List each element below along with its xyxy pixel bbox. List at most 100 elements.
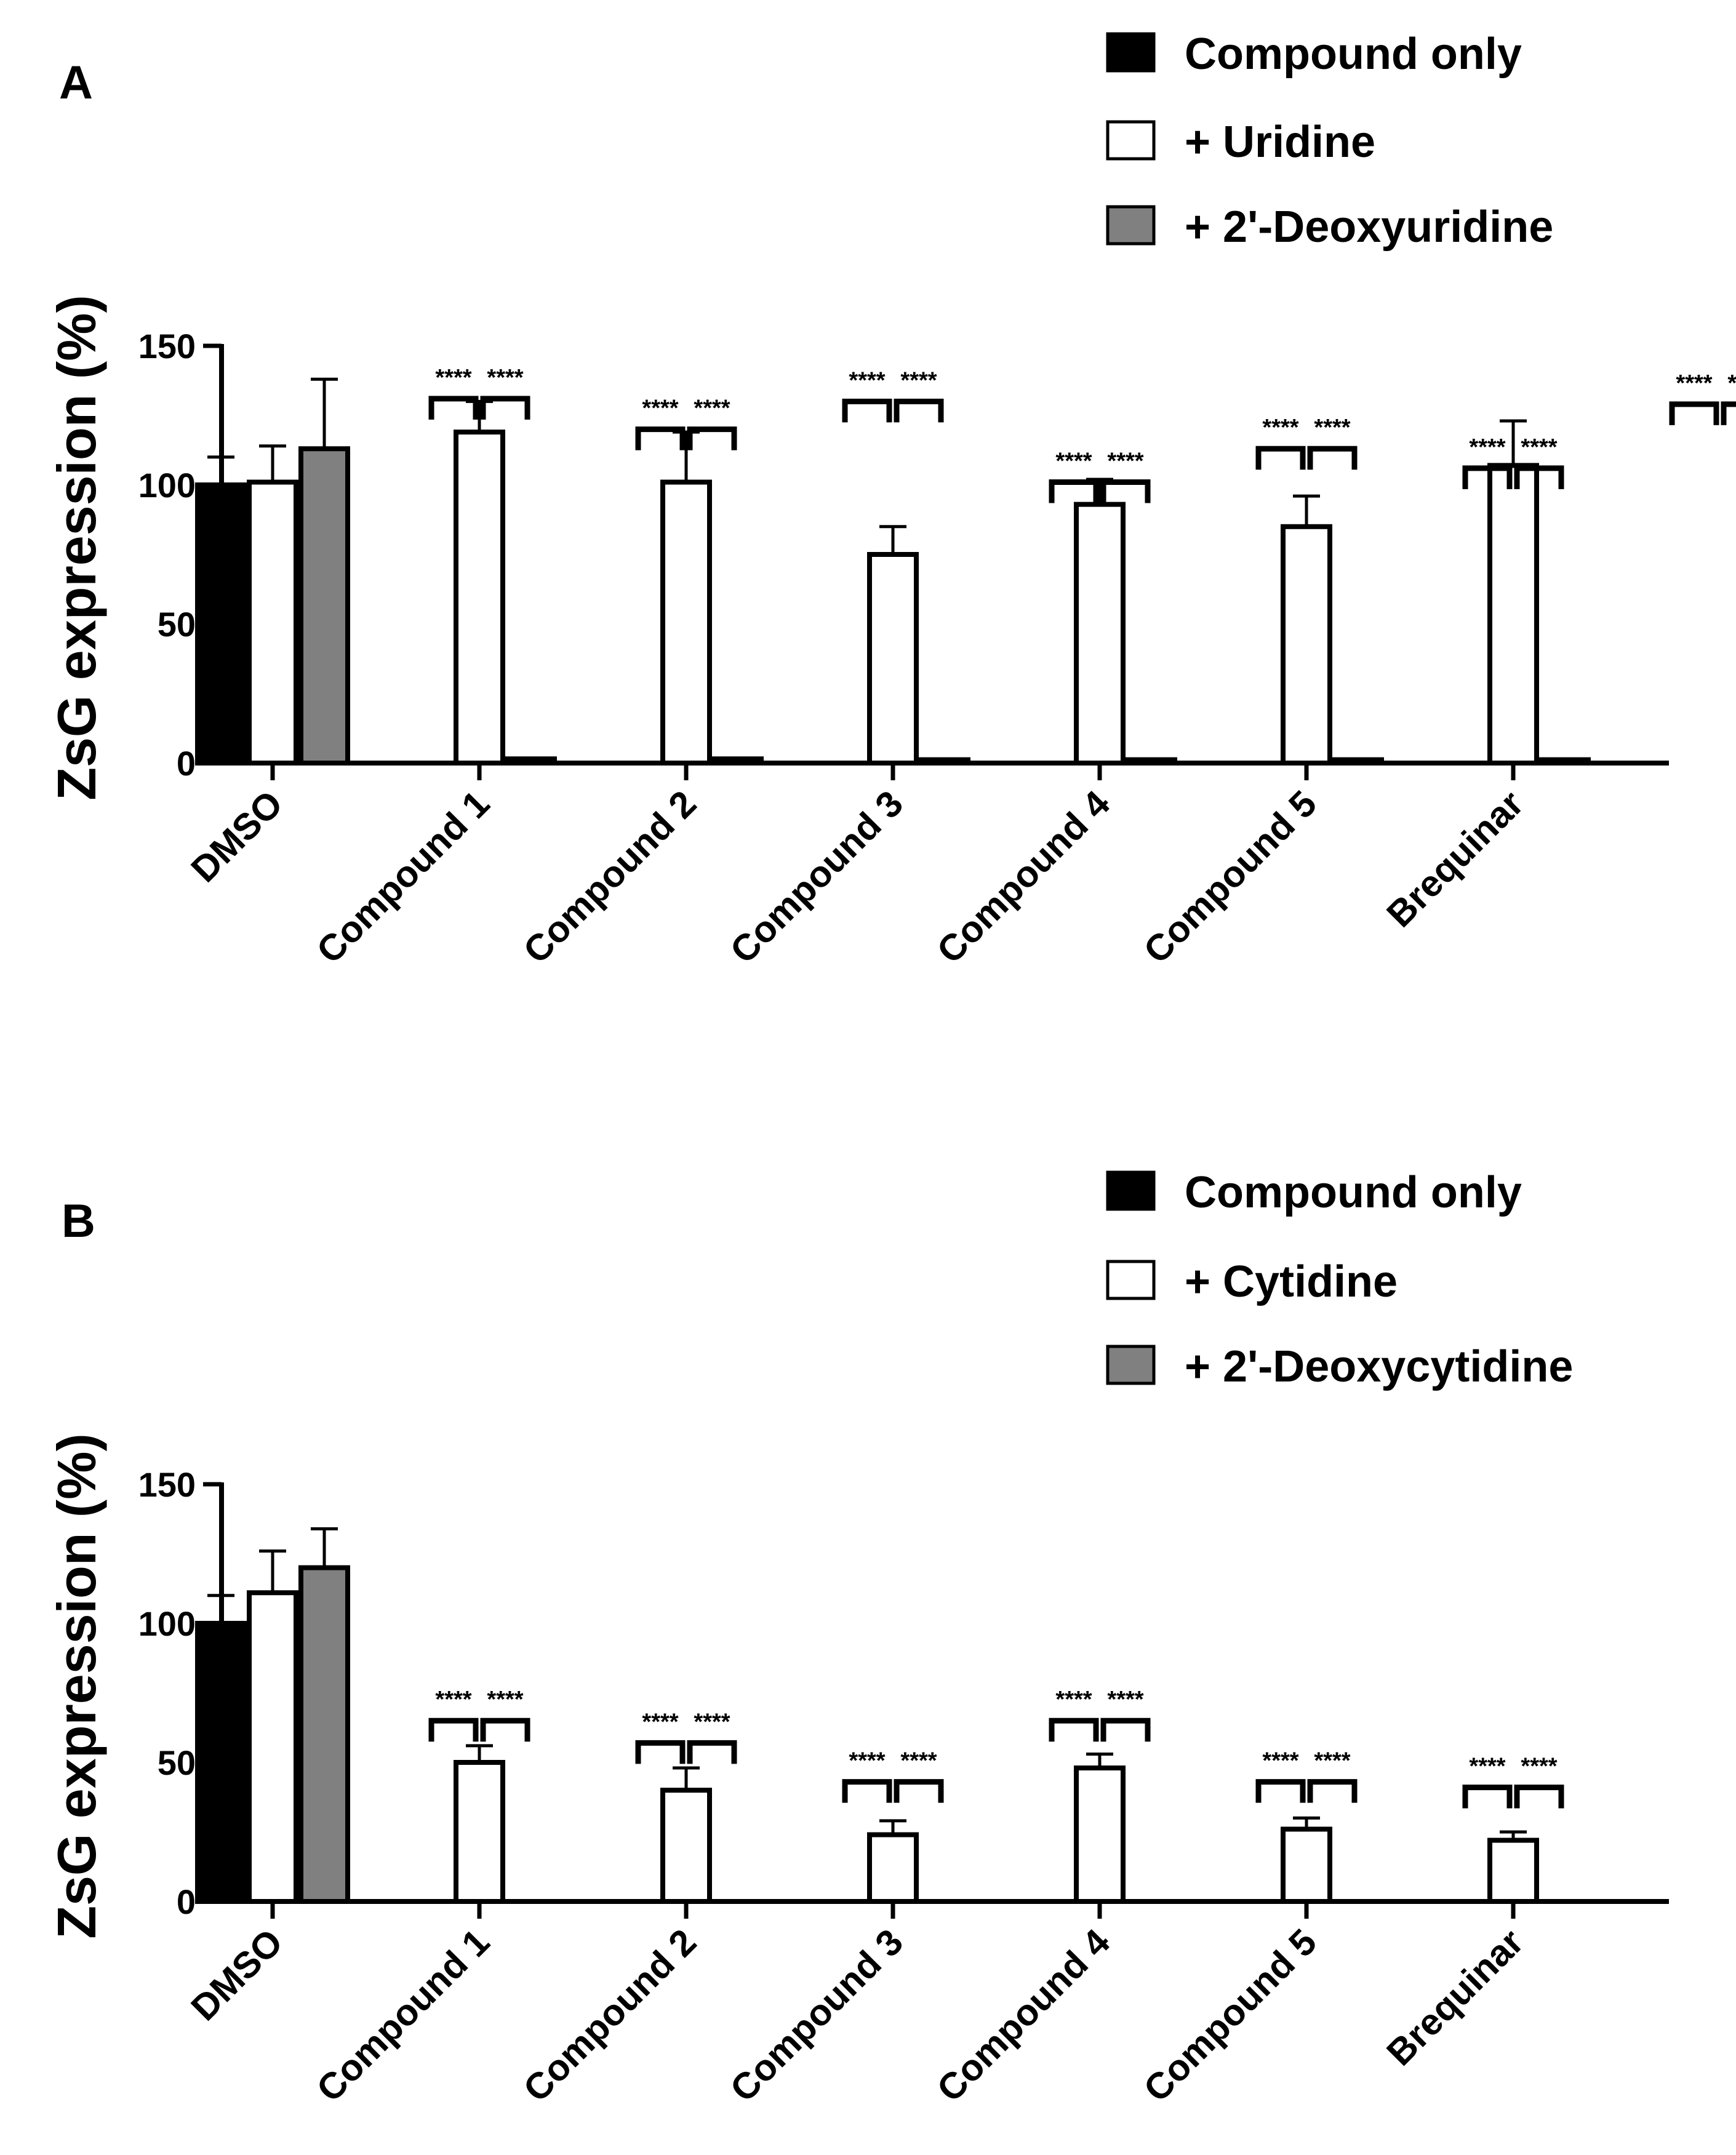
significance-bracket-b-4-0: [1049, 1717, 1099, 1742]
legend-b-label-cytidine: + Cytidine: [1185, 1257, 1398, 1306]
legend-a-swatch-compound-only: [1106, 32, 1156, 73]
significance-bracket-a-4-1: [1100, 479, 1151, 503]
bar-b-nucleoside-6: [1487, 1837, 1539, 1905]
significance-label-a-2-0: ****: [642, 396, 678, 422]
legend-a-label-deoxyuridine: + 2'-Deoxyuridine: [1185, 202, 1553, 252]
x-tick-label-b-5: Compound 5: [1136, 1921, 1325, 2110]
legend-b-swatch-deoxycytidine: [1106, 1345, 1156, 1385]
x-tick-label-b-2: Compound 2: [516, 1921, 705, 2110]
panel-a-plot: **** **** **** **** **** **** **** **** **** ****…: [138, 327, 1736, 971]
bar-a-nucleoside-5: [1281, 524, 1332, 766]
legend-b-swatch-cytidine: [1106, 1260, 1156, 1300]
legend-a-swatch-deoxyuridine: [1106, 205, 1156, 246]
bar-a-nucleoside-3: [867, 552, 919, 766]
significance-bracket-a-6-0: [1462, 465, 1513, 489]
panel-b-plot: **** **** **** **** **** **** **** **** **** ****…: [138, 1465, 1669, 2109]
y-tick-label-b-1: 50: [158, 1743, 196, 1782]
significance-bracket-b-3-1: [894, 1779, 944, 1803]
significance-label-b-5-1: ****: [1314, 1748, 1350, 1774]
significance-bracket-a-4-0: [1049, 479, 1099, 503]
x-tick-label-a-2: Compound 2: [516, 783, 705, 972]
y-tick-label-b-3: 150: [138, 1465, 196, 1504]
significance-label-b-5-0: ****: [1262, 1748, 1298, 1774]
significance-bracket-a-7-0: [1669, 401, 1719, 425]
x-tick-label-b-0: DMSO: [183, 1921, 291, 2029]
x-tick-label-b-6: Brequinar: [1378, 1921, 1531, 2074]
significance-label-b-1-0: ****: [435, 1687, 471, 1713]
x-tick-label-a-0: DMSO: [183, 783, 291, 890]
significance-bracket-a-3-0: [842, 398, 892, 423]
significance-label-b-4-1: ****: [1107, 1687, 1143, 1713]
significance-bracket-a-1-1: [480, 396, 530, 420]
significance-bracket-b-2-1: [687, 1740, 737, 1764]
significance-label-a-6-1: ****: [1521, 434, 1557, 460]
significance-label-b-2-1: ****: [694, 1709, 730, 1735]
bar-b-nucleoside-0: [247, 1590, 298, 1905]
x-tick-label-b-4: Compound 4: [929, 1921, 1118, 2109]
significance-label-a-2-1: ****: [694, 396, 730, 422]
bar-a-nucleoside-4: [1074, 502, 1126, 766]
significance-label-b-3-0: ****: [849, 1748, 885, 1774]
x-tick-label-b-1: Compound 1: [309, 1921, 498, 2110]
significance-bracket-a-1-0: [428, 396, 479, 420]
bar-a-deoxy-nucleoside-0: [298, 446, 350, 766]
bar-b-nucleoside-5: [1281, 1826, 1332, 1904]
legend-b: Compound only + Cytidine + 2'-Deoxycytid…: [1106, 1168, 1573, 1391]
panel-b-letter: B: [62, 1195, 95, 1247]
bar-b-nucleoside-3: [867, 1832, 919, 1905]
panel-a-letter: A: [59, 57, 93, 109]
significance-label-b-1-1: ****: [487, 1687, 523, 1713]
y-tick-label-b-0: 0: [177, 1882, 196, 1921]
significance-label-b-4-0: ****: [1055, 1687, 1092, 1713]
significance-bracket-a-6-1: [1514, 465, 1564, 489]
significance-label-b-3-1: ****: [900, 1748, 937, 1774]
bar-b-nucleoside-1: [454, 1760, 505, 1904]
significance-bracket-b-2-0: [635, 1740, 686, 1764]
bar-b-nucleoside-2: [660, 1788, 712, 1904]
bar-a-nucleoside-6: [1487, 463, 1539, 766]
significance-bracket-b-1-1: [480, 1717, 530, 1742]
significance-label-b-2-0: ****: [642, 1709, 678, 1735]
panel-a: A Compound only + Uridine + 2'-Deoxyurid…: [46, 30, 1736, 971]
significance-bracket-b-1-0: [428, 1717, 479, 1742]
y-tick-label-a-1: 50: [158, 605, 196, 644]
significance-label-a-1-1: ****: [487, 365, 523, 391]
significance-label-a-4-0: ****: [1055, 448, 1092, 474]
significance-bracket-a-7-1: [1721, 401, 1736, 425]
legend-a-label-compound-only: Compound only: [1185, 30, 1522, 79]
y-tick-label-a-3: 150: [138, 327, 196, 366]
panel-b: B Compound only + Cytidine + 2'-Deoxycyt…: [46, 1168, 1669, 2109]
y-tick-label-a-2: 100: [138, 466, 196, 505]
legend-a: Compound only + Uridine + 2'-Deoxyuridin…: [1106, 30, 1553, 252]
significance-label-a-3-0: ****: [849, 367, 885, 393]
significance-label-a-5-1: ****: [1314, 415, 1350, 441]
significance-bracket-a-3-1: [894, 398, 944, 423]
significance-label-b-6-0: ****: [1469, 1754, 1505, 1780]
x-tick-label-a-5: Compound 5: [1136, 783, 1325, 972]
significance-bracket-a-5-1: [1307, 446, 1358, 470]
bar-a-nucleoside-1: [454, 430, 505, 766]
significance-label-b-6-1: ****: [1521, 1754, 1557, 1780]
panel-b-y-axis-label: ZsG expression (%): [46, 1433, 107, 1939]
legend-a-swatch-uridine: [1106, 120, 1156, 161]
legend-b-swatch-compound-only: [1106, 1170, 1156, 1211]
significance-bracket-b-3-0: [842, 1779, 892, 1803]
significance-bracket-a-2-0: [635, 426, 686, 450]
significance-label-a-3-1: ****: [900, 367, 937, 393]
panel-a-y-axis-label: ZsG expression (%): [46, 295, 107, 801]
significance-bracket-a-5-0: [1255, 446, 1306, 470]
x-tick-label-a-6: Brequinar: [1378, 783, 1531, 935]
x-tick-label-a-1: Compound 1: [309, 783, 498, 972]
bar-b-nucleoside-4: [1074, 1765, 1126, 1905]
significance-bracket-a-2-1: [687, 426, 737, 450]
significance-label-a-4-1: ****: [1107, 448, 1143, 474]
y-tick-label-b-2: 100: [138, 1604, 196, 1643]
significance-label-a-6-0: ****: [1469, 434, 1505, 460]
significance-bracket-b-5-0: [1255, 1779, 1306, 1803]
significance-label-a-7-0: ****: [1676, 370, 1712, 396]
legend-b-label-compound-only: Compound only: [1185, 1168, 1522, 1217]
significance-bracket-b-6-0: [1462, 1785, 1513, 1809]
legend-a-label-uridine: + Uridine: [1185, 118, 1375, 167]
bar-b-deoxy-nucleoside-0: [298, 1565, 350, 1905]
